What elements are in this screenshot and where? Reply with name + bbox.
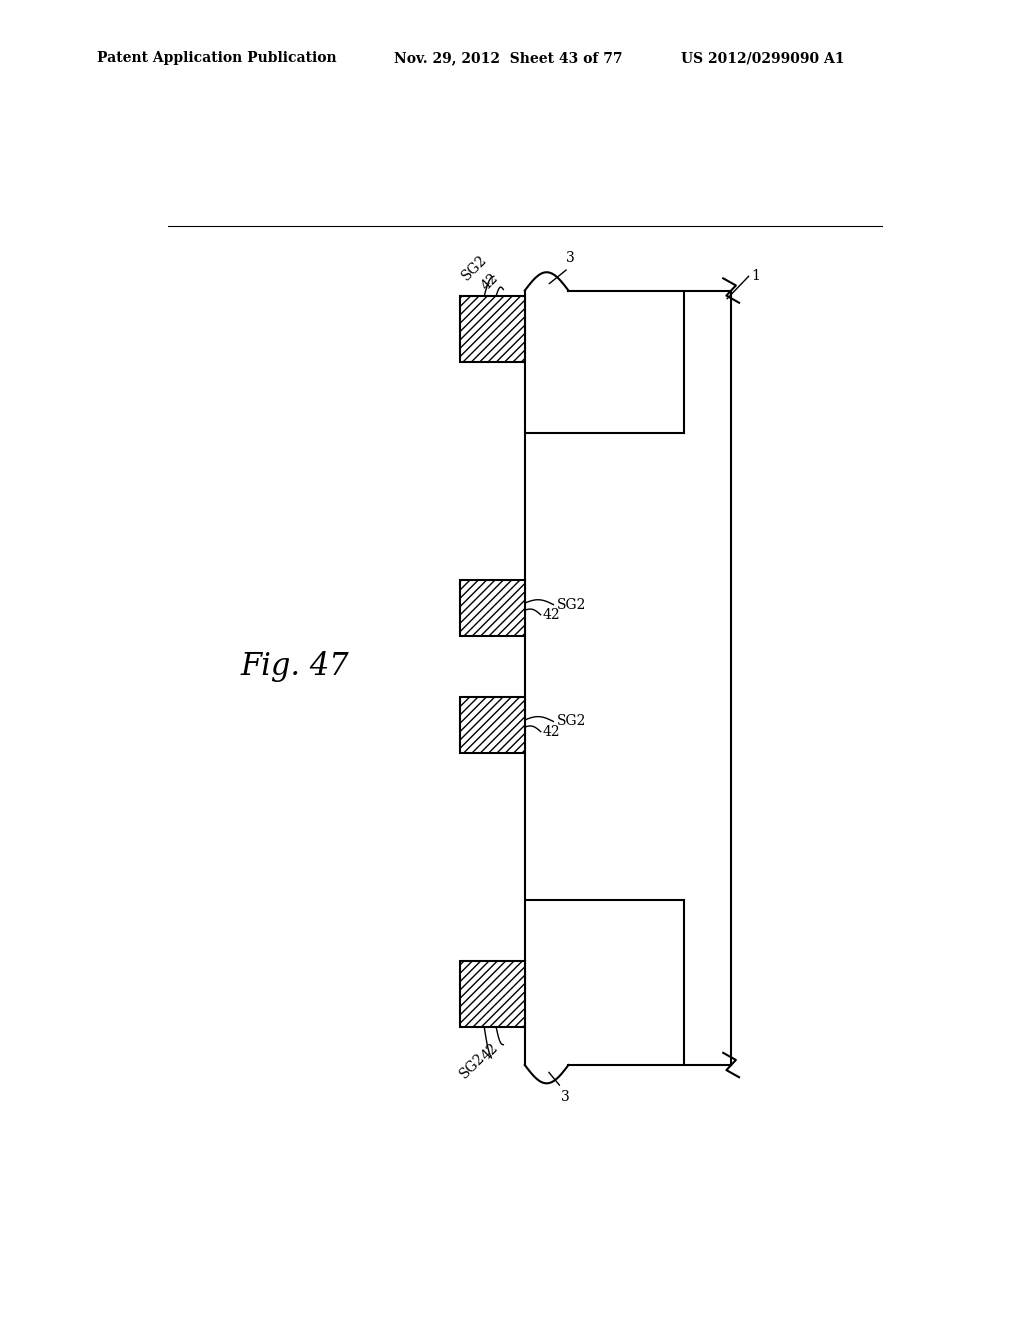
Text: 42: 42 (543, 607, 561, 622)
Text: 1: 1 (751, 269, 760, 284)
Text: SG2: SG2 (557, 598, 587, 611)
Text: 42: 42 (478, 1040, 501, 1063)
Text: US 2012/0299090 A1: US 2012/0299090 A1 (681, 51, 845, 65)
Text: 3: 3 (561, 1090, 569, 1105)
Text: Nov. 29, 2012  Sheet 43 of 77: Nov. 29, 2012 Sheet 43 of 77 (394, 51, 623, 65)
Bar (460, 961, 525, 1027)
Text: 42: 42 (478, 271, 501, 293)
Text: Patent Application Publication: Patent Application Publication (97, 51, 337, 65)
Text: SG2: SG2 (459, 253, 489, 284)
Text: SG2: SG2 (557, 714, 587, 729)
Text: 42: 42 (543, 725, 561, 739)
Text: 3: 3 (566, 251, 575, 265)
Bar (460, 581, 525, 636)
Text: Fig. 47: Fig. 47 (241, 651, 349, 682)
Bar (460, 296, 525, 362)
Bar (460, 697, 525, 752)
Text: SG2: SG2 (457, 1051, 487, 1081)
